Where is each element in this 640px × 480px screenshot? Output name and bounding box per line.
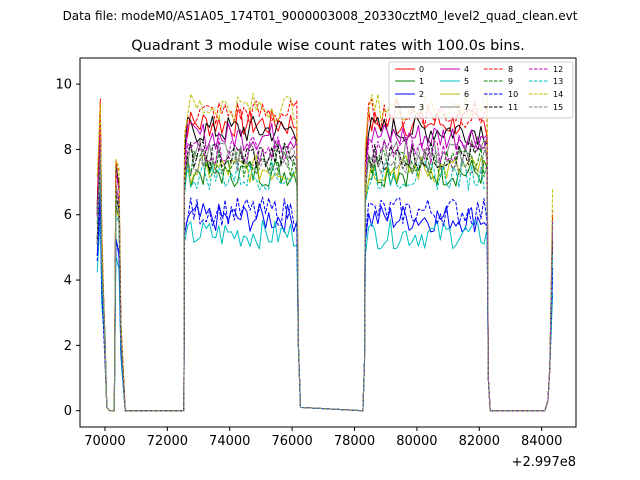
- series-line-15: [96, 147, 554, 412]
- series-line-12: [96, 134, 554, 412]
- legend-label-10: 10: [508, 90, 518, 99]
- data-file-suptitle: Data file: modeM0/AS1A05_174T01_90000030…: [63, 9, 578, 23]
- legend-label-14: 14: [553, 90, 563, 99]
- legend-frame: [388, 61, 574, 119]
- legend-label-1: 1: [419, 77, 424, 86]
- legend-label-7: 7: [464, 103, 469, 112]
- x-tick-label: 80000: [396, 434, 437, 449]
- axis-ticks: 70000 72000 74000 76000 78000 80000 82000 84000…: [55, 78, 562, 449]
- x-tick-label: 70000: [84, 434, 125, 449]
- legend-label-5: 5: [464, 77, 469, 86]
- x-offset-label: +2.997e8: [512, 455, 576, 470]
- chart-title: Quadrant 3 module wise count rates with …: [131, 38, 525, 54]
- x-tick-label: 78000: [334, 434, 375, 449]
- x-tick-label: 84000: [521, 434, 562, 449]
- legend-label-13: 13: [553, 77, 563, 86]
- legend-label-15: 15: [553, 103, 563, 112]
- x-tick-label: 72000: [147, 434, 188, 449]
- x-tick-label: 74000: [209, 434, 250, 449]
- y-tick-label: 6: [64, 208, 72, 223]
- axes-frame: [79, 57, 577, 428]
- series-line-13: [96, 160, 554, 412]
- legend-label-12: 12: [553, 65, 563, 74]
- legend-label-6: 6: [464, 90, 469, 99]
- x-tick-label: 76000: [271, 434, 312, 449]
- y-tick-label: 2: [64, 339, 72, 354]
- y-tick-label: 10: [55, 78, 72, 93]
- legend-label-0: 0: [419, 65, 424, 74]
- series-line-11: [96, 141, 554, 412]
- legend-label-11: 11: [508, 103, 518, 112]
- legend-label-2: 2: [419, 90, 424, 99]
- legend-label-4: 4: [464, 65, 469, 74]
- legend-label-9: 9: [508, 77, 513, 86]
- legend-label-3: 3: [419, 103, 424, 112]
- series-line-8: [96, 98, 554, 412]
- x-tick-label: 82000: [459, 434, 500, 449]
- y-tick-label: 4: [64, 274, 72, 289]
- y-tick-label: 0: [64, 404, 72, 419]
- plot-lines: [96, 92, 554, 412]
- legend-label-8: 8: [508, 65, 513, 74]
- y-tick-label: 8: [64, 143, 72, 158]
